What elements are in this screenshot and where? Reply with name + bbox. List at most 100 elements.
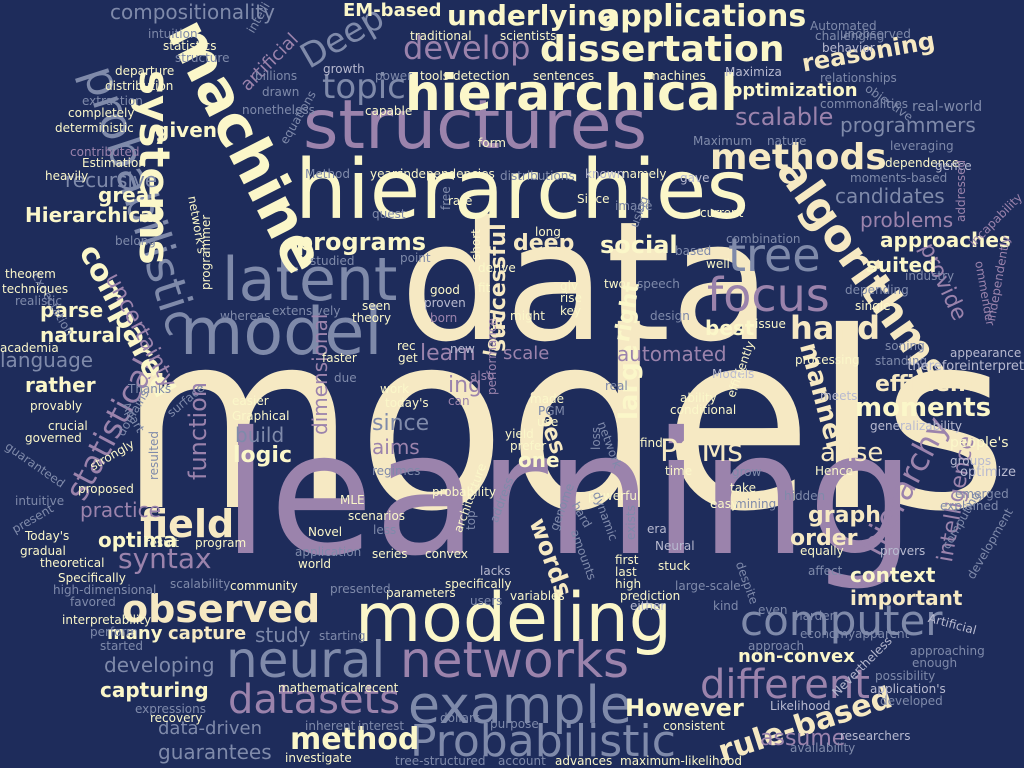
word-quest: quest <box>372 207 406 221</box>
word-best: best <box>705 316 755 340</box>
word-presented: presented <box>330 582 391 596</box>
word-since: since <box>372 411 430 436</box>
word-approaching: approaching <box>910 644 985 658</box>
word-MLE: MLE <box>340 493 365 507</box>
word-program: program <box>195 536 247 550</box>
word-key: key <box>560 304 582 318</box>
word-commonalities: commonalities <box>820 97 908 111</box>
word-Todays: Today's <box>25 529 70 543</box>
word-Novel: Novel <box>308 525 343 539</box>
word-dimensional: dimensional <box>308 313 332 435</box>
word-lacks: lacks <box>480 564 511 578</box>
word-apparent: apparent <box>855 627 910 641</box>
word-rec: rec <box>397 339 416 353</box>
word-approach: approach <box>748 639 805 653</box>
word-also: also <box>470 369 495 383</box>
word-hierarchies: hierarchies <box>295 143 750 238</box>
word-topic: topic <box>322 67 406 107</box>
word-community: community <box>230 579 298 593</box>
word-issue: issue <box>755 317 786 331</box>
word-nonetheless: nonetheless <box>242 103 315 117</box>
word-capturing: capturing <box>100 678 209 702</box>
word-important: important <box>850 586 963 610</box>
word-focus: focus <box>707 268 830 322</box>
word-learn: learn <box>420 341 476 366</box>
word-short: short <box>469 229 483 260</box>
word-two: two <box>604 277 626 291</box>
word-machines: machines <box>648 69 706 83</box>
word-recent: recent <box>360 681 399 695</box>
word-account: account <box>498 754 546 768</box>
word-PGMs: PGMs <box>660 434 743 469</box>
word-generalizability: generalizability <box>870 419 963 433</box>
word-observed: observed <box>122 587 321 631</box>
word-born: born <box>430 311 458 325</box>
word-free: free <box>439 186 453 210</box>
word-natural: natural <box>40 323 122 347</box>
word-developed: developed <box>880 694 943 708</box>
word-capture: capture <box>168 623 247 644</box>
word-studied: studied <box>310 254 355 268</box>
word-known: known <box>585 167 625 181</box>
word-modeling: modeling <box>355 579 672 658</box>
word-first: first <box>615 553 639 567</box>
word-get: get <box>398 351 418 365</box>
word-Specifically: Specifically <box>58 571 126 585</box>
word-provers: provers <box>880 544 926 558</box>
word-emerged: emerged <box>955 487 1009 501</box>
word-large-scale: large-scale <box>675 579 741 593</box>
word-take: take <box>730 481 756 495</box>
word-regimes: regimes <box>372 464 421 478</box>
word-either: either <box>630 599 666 613</box>
word-learning: learning <box>222 396 916 594</box>
word-scalability: scalability <box>170 577 231 591</box>
word-Hence: Hence <box>815 464 853 478</box>
word-work: work <box>380 382 410 396</box>
word-enough: enough <box>912 656 958 670</box>
word-moments-based: moments-based <box>850 171 948 185</box>
word-starting: starting <box>319 629 366 643</box>
word-point: point <box>400 251 431 265</box>
word-parse: parse <box>40 298 104 322</box>
word-soning: soning <box>885 339 925 353</box>
word-interest: interest <box>358 719 405 733</box>
word-crucial: crucial <box>48 419 88 433</box>
word-giv: giv <box>560 279 579 293</box>
word-practice: practice <box>80 498 161 522</box>
word-detection: detection <box>453 69 510 83</box>
word-real: real <box>605 379 628 393</box>
word-image: image <box>615 199 653 213</box>
word-can: can <box>448 394 470 408</box>
word-provably: provably <box>30 399 83 413</box>
word-neural: neural <box>226 631 386 689</box>
word-deep: deep <box>513 231 575 256</box>
word-model: model <box>180 295 383 370</box>
word-design: design <box>650 309 690 323</box>
word-maximum-likelihood: maximum-likelihood <box>620 754 742 768</box>
word-purpose: purpose <box>490 717 539 731</box>
word-behavior: behavior <box>822 41 875 55</box>
word-advances: advances <box>555 754 613 768</box>
word-todays: today's <box>385 396 429 410</box>
word-techniques: techniques <box>2 282 69 296</box>
word-one: one <box>518 448 560 472</box>
word-datasets: datasets <box>228 677 401 723</box>
word-field: field <box>140 502 235 546</box>
word-whereas: whereas <box>220 309 271 323</box>
word-proposed: proposed <box>78 482 134 496</box>
word-inherent: inherent <box>305 719 356 733</box>
word-great: great <box>98 183 159 207</box>
word-consistent: consistent <box>663 719 725 733</box>
word-arise: arise <box>820 438 884 468</box>
word-suited: suited <box>866 253 937 277</box>
word-Hierarchical: Hierarchical <box>25 203 161 227</box>
word-social: social <box>600 231 678 259</box>
word-Maximiza: Maximiza <box>725 65 782 79</box>
word-exists: exists <box>624 505 638 540</box>
word-growth: growth <box>323 62 365 76</box>
word-challenging: challenging <box>815 29 885 43</box>
word-easy: easy <box>710 497 739 511</box>
word-researchers: researchers <box>840 729 911 743</box>
word-well: well <box>706 257 730 271</box>
word-guarantees: guarantees <box>158 740 272 764</box>
